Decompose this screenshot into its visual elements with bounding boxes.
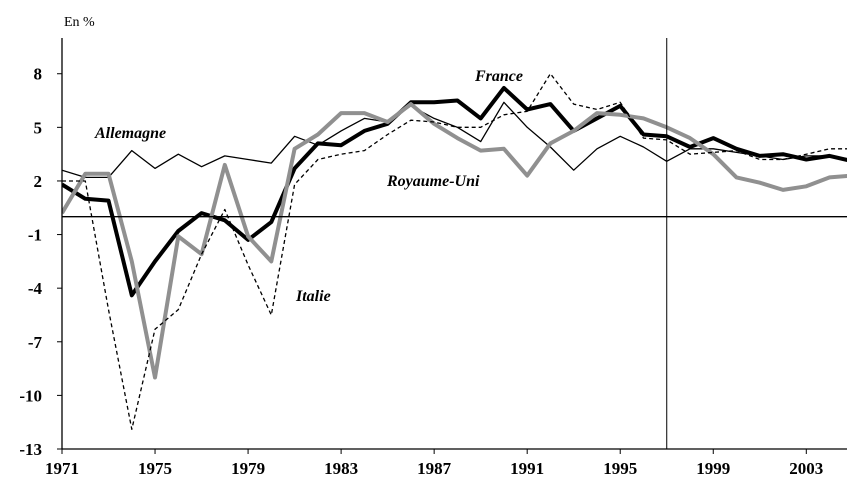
x-tick-label: 1979 (231, 459, 265, 478)
x-tick-label: 1991 (510, 459, 544, 478)
y-tick-label: -1 (28, 226, 42, 245)
y-tick-label: 5 (34, 118, 43, 137)
series-label: Royaume-Uni (386, 173, 480, 190)
series-line (62, 73, 847, 430)
y-tick-label: -13 (19, 440, 42, 459)
series-line (62, 86, 847, 298)
y-tick-label: -10 (19, 386, 42, 405)
y-tick-label: 8 (34, 65, 43, 84)
x-tick-label: 1995 (603, 459, 637, 478)
x-tick-label: 1987 (417, 459, 452, 478)
x-tick-label: 1983 (324, 459, 358, 478)
x-tick-label: 1971 (45, 459, 79, 478)
x-tick-label: 1999 (696, 459, 730, 478)
y-tick-label: -7 (28, 333, 43, 352)
series-label: France (474, 68, 523, 85)
series-line (62, 101, 847, 179)
y-tick-label: 2 (34, 172, 43, 191)
series-line (62, 102, 847, 380)
x-tick-label: 1975 (138, 459, 172, 478)
series-label: Allemagne (94, 125, 166, 142)
plot-area (62, 73, 847, 430)
x-tick-label: 2003 (789, 459, 823, 478)
y-axis-label: En % (64, 15, 95, 30)
y-tick-label: -4 (28, 279, 43, 298)
series-label: Italie (295, 288, 331, 305)
